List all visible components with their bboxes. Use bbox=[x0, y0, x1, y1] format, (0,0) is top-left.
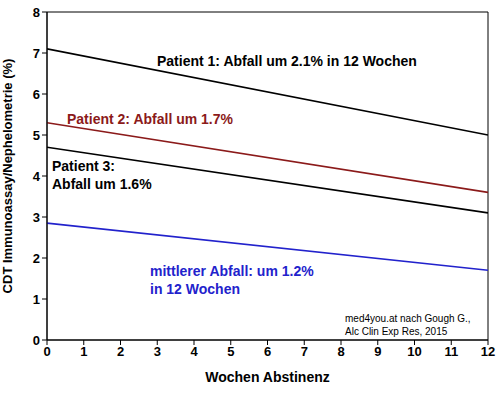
html-text:med4you.at nach Gough G.,: med4you.at nach Gough G., bbox=[345, 313, 471, 324]
svg-text:7: 7 bbox=[33, 46, 40, 61]
html-text:mittlerer Abfall: um 1.2%: mittlerer Abfall: um 1.2% bbox=[150, 263, 314, 279]
svg-text:2: 2 bbox=[33, 251, 40, 266]
svg-text:12: 12 bbox=[481, 344, 492, 359]
html-text:Patient 2: Abfall um 1.7%: Patient 2: Abfall um 1.7% bbox=[67, 111, 233, 127]
svg-text:4: 4 bbox=[33, 169, 41, 184]
svg-text:CDT Immunoassay/Nephelometrie: CDT Immunoassay/Nephelometrie (%) bbox=[8, 59, 15, 294]
svg-text:5: 5 bbox=[33, 128, 40, 143]
svg-text:8: 8 bbox=[33, 5, 40, 20]
svg-text:1: 1 bbox=[33, 292, 40, 307]
svg-text:Wochen Abstinenz: Wochen Abstinenz bbox=[205, 369, 329, 385]
svg-text:2: 2 bbox=[117, 344, 124, 359]
svg-text:6: 6 bbox=[264, 344, 271, 359]
svg-text:8: 8 bbox=[337, 344, 344, 359]
html-text:Abfall um 1.6%: Abfall um 1.6% bbox=[52, 176, 152, 192]
html-text:Patient 1: Abfall um 2.1% in 1: Patient 1: Abfall um 2.1% in 12 Wochen bbox=[157, 53, 417, 69]
svg-text:5: 5 bbox=[227, 344, 234, 359]
html-text:Alc Clin Exp Res, 2015: Alc Clin Exp Res, 2015 bbox=[345, 326, 448, 337]
html-text:in 12 Wochen: in 12 Wochen bbox=[150, 281, 240, 297]
svg-text:0: 0 bbox=[33, 333, 40, 348]
svg-text:3: 3 bbox=[33, 210, 40, 225]
svg-text:11: 11 bbox=[444, 344, 458, 359]
svg-text:9: 9 bbox=[374, 344, 381, 359]
svg-text:10: 10 bbox=[407, 344, 421, 359]
svg-text:7: 7 bbox=[301, 344, 308, 359]
svg-text:0: 0 bbox=[43, 344, 50, 359]
svg-text:3: 3 bbox=[154, 344, 161, 359]
svg-text:4: 4 bbox=[190, 344, 198, 359]
svg-text:6: 6 bbox=[33, 87, 40, 102]
svg-text:1: 1 bbox=[80, 344, 87, 359]
html-text:Patient 3:: Patient 3: bbox=[52, 158, 115, 174]
